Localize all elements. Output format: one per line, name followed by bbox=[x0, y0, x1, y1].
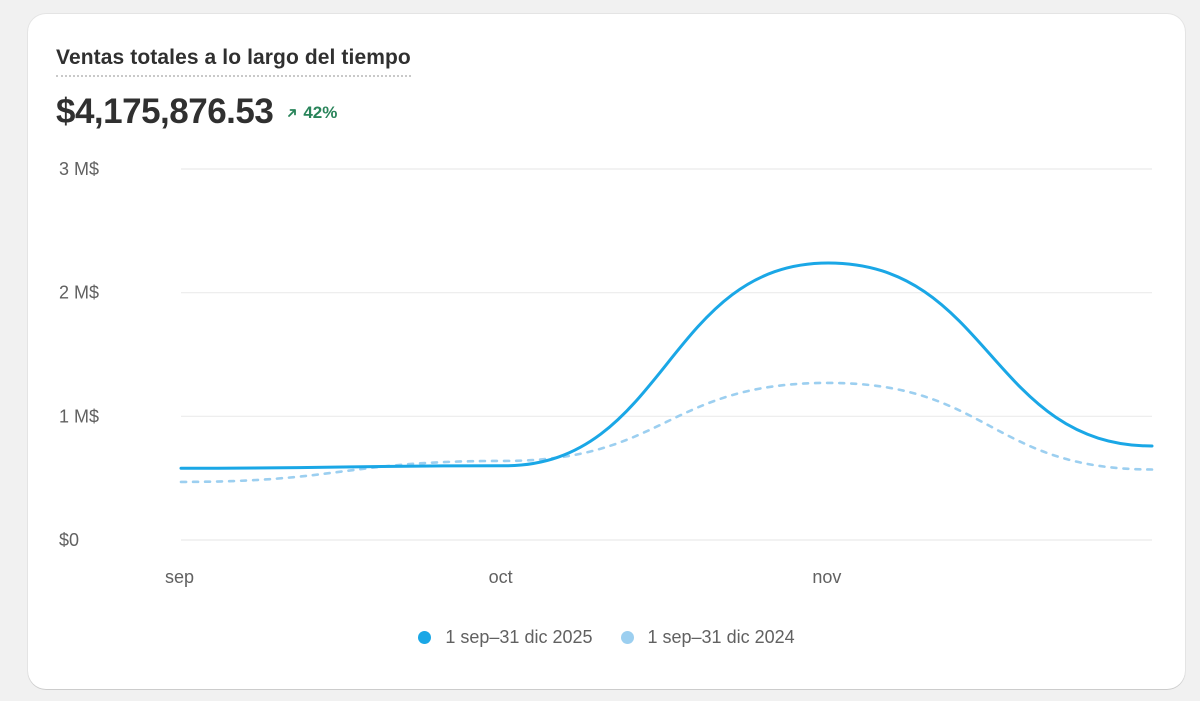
total-sales-value: $4,175,876.53 bbox=[56, 92, 274, 131]
series-line-previous[interactable] bbox=[179, 381, 1154, 484]
x-tick-label: nov bbox=[812, 567, 841, 587]
change-badge: 42% bbox=[286, 103, 337, 123]
legend-dot-icon bbox=[620, 631, 634, 644]
legend-label: 1 sep–31 dic 2025 bbox=[445, 627, 593, 647]
change-percent: 42% bbox=[303, 103, 338, 122]
chart-legend: 1 sep–31 dic 2025 1 sep–31 dic 2024 bbox=[28, 627, 1185, 648]
y-tick-label: 2 M$ bbox=[59, 283, 99, 303]
x-tick-label: oct bbox=[489, 567, 513, 587]
line-chart: $0 1 M$ 2 M$ 3 M$ sep oct nov bbox=[59, 159, 1154, 587]
series-line-current[interactable] bbox=[179, 261, 1154, 470]
y-tick-label: 1 M$ bbox=[59, 406, 99, 426]
y-tick-label: $0 bbox=[59, 530, 79, 550]
y-tick-label: 3 M$ bbox=[59, 159, 99, 179]
legend-item[interactable]: 1 sep–31 dic 2025 bbox=[418, 627, 593, 648]
sales-over-time-card: Ventas totales a lo largo del tiempo $4,… bbox=[28, 14, 1185, 689]
legend-label: 1 sep–31 dic 2024 bbox=[647, 627, 795, 647]
legend-item[interactable]: 1 sep–31 dic 2024 bbox=[620, 627, 795, 648]
chart-title[interactable]: Ventas totales a lo largo del tiempo bbox=[56, 45, 411, 77]
legend-dot-icon bbox=[418, 631, 432, 644]
total-row: $4,175,876.53 42% bbox=[56, 90, 337, 134]
arrow-up-right-icon bbox=[288, 109, 297, 117]
x-tick-label: sep bbox=[165, 567, 194, 587]
